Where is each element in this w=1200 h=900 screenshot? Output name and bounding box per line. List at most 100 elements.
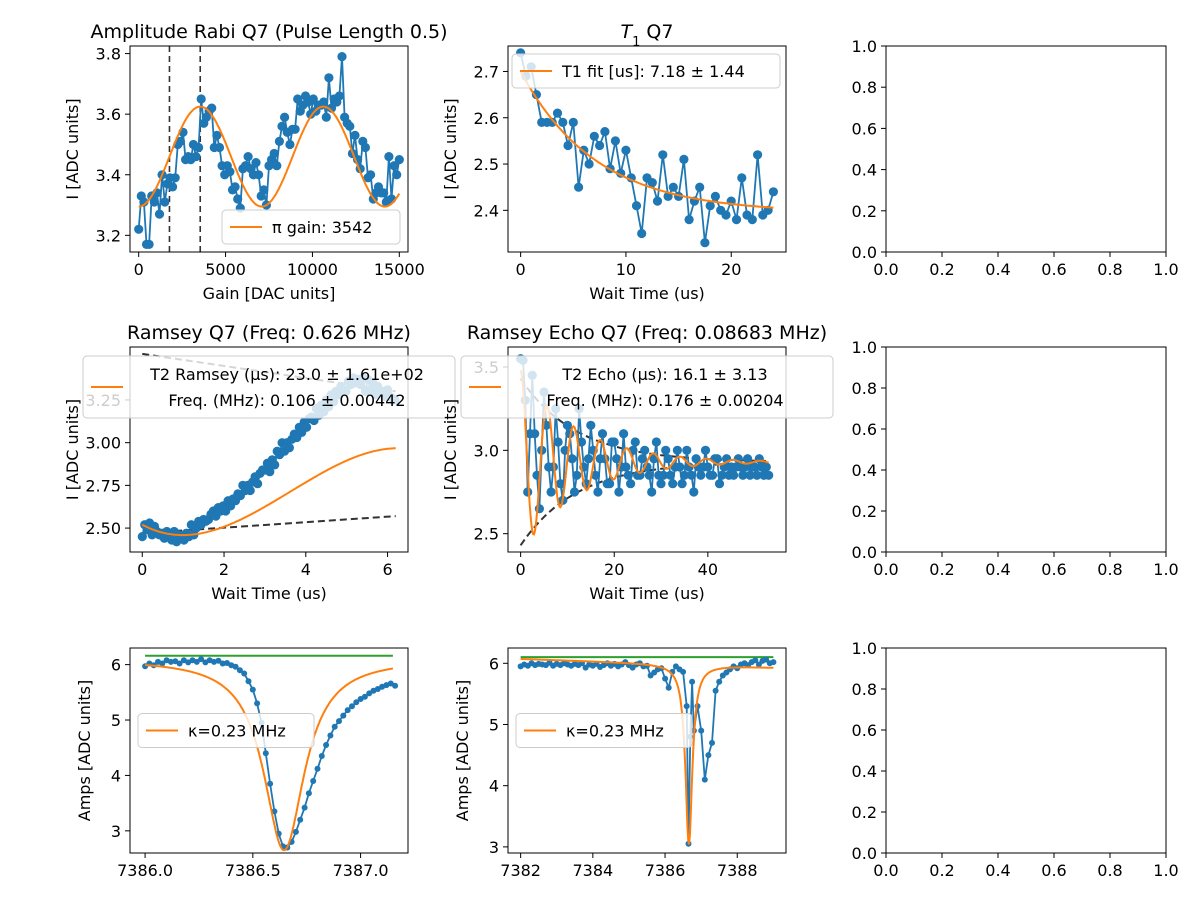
data-point <box>326 103 337 113</box>
data-point <box>215 657 222 664</box>
data-point <box>392 682 399 689</box>
data-point <box>134 224 144 234</box>
subplot-title: Ramsey Q7 (Freq: 0.626 MHz) <box>127 322 411 344</box>
data-point <box>269 148 279 159</box>
plot-area <box>516 354 774 546</box>
data-point <box>159 660 166 667</box>
data-series-line <box>520 658 774 844</box>
x-tick-label: 7384 <box>572 861 613 880</box>
data-point <box>254 170 264 180</box>
data-point <box>321 112 331 122</box>
data-point <box>574 182 584 192</box>
y-axis-label: Amps [ADC units] <box>453 680 472 821</box>
x-tick-label: 0.6 <box>1041 560 1066 579</box>
x-tick-label: 7387.0 <box>333 861 389 880</box>
decay-envelope-line <box>142 515 396 535</box>
fit-curve <box>520 657 774 845</box>
y-tick-label: 0.0 <box>852 543 877 562</box>
data-point <box>675 462 685 472</box>
data-point <box>763 656 770 663</box>
data-point <box>707 470 718 480</box>
data-point <box>568 117 578 127</box>
plot-area <box>142 654 399 852</box>
data-point <box>584 159 594 169</box>
data-point <box>567 454 577 464</box>
legend-box <box>82 355 456 419</box>
x-tick-label: 0.6 <box>1041 861 1066 880</box>
x-tick-label: 0.4 <box>985 861 1010 880</box>
y-tick-label: 0.4 <box>852 762 877 781</box>
y-tick-label: 6 <box>111 656 121 675</box>
axes-frame <box>885 346 1167 553</box>
data-point <box>576 437 587 447</box>
data-point <box>340 712 347 719</box>
data-point <box>232 663 239 670</box>
x-tick-label: 0.0 <box>873 260 898 279</box>
data-point <box>716 678 723 685</box>
data-point <box>589 131 599 141</box>
y-tick-label: 0.6 <box>852 119 877 138</box>
data-point <box>747 215 757 225</box>
legend-label: π gain: 3542 <box>272 218 372 237</box>
axes-frame <box>129 647 409 854</box>
data-point <box>553 437 563 447</box>
y-axis-label: I [ADC units] <box>63 98 82 199</box>
legend: T2 Ramsey (μs): 23.0 ± 1.61e+02 Freq. (MH… <box>82 355 456 419</box>
y-tick-label: 6 <box>489 654 499 673</box>
data-point <box>170 173 180 183</box>
data-point <box>214 142 225 153</box>
legend: π gain: 3542 <box>221 209 401 245</box>
legend-label: T1 fit [us]: 7.18 ± 1.44 <box>561 62 745 81</box>
data-point <box>245 485 255 496</box>
data-point <box>597 429 608 439</box>
data-point <box>705 201 715 211</box>
data-point <box>700 445 711 455</box>
data-point <box>691 454 701 464</box>
y-axis-label: I [ADC units] <box>63 399 82 500</box>
data-point <box>196 94 206 104</box>
data-point <box>609 437 619 447</box>
y-tick-label: 0.4 <box>852 161 877 180</box>
data-point <box>695 182 705 192</box>
data-point <box>662 675 669 682</box>
data-point <box>740 462 750 472</box>
data-point <box>290 124 300 134</box>
axes-frame <box>507 647 787 854</box>
x-tick-label: 0.6 <box>1041 260 1066 279</box>
data-point <box>308 94 318 104</box>
x-tick-label: 1.0 <box>1153 861 1178 880</box>
data-point <box>530 429 540 439</box>
y-tick-label: 2.50 <box>85 519 121 538</box>
y-tick-label: 3.0 <box>474 441 499 460</box>
y-tick-label: 2.75 <box>85 476 121 495</box>
legend-label: T2 Echo (μs): 16.1 ± 3.13 <box>561 365 767 384</box>
plot-area <box>517 656 777 847</box>
data-point <box>684 462 694 472</box>
subplot-resonator-1: 7386.0 7386.5 7387.0 3 4 5 6 Amps [ADC units] κ=… <box>75 647 409 880</box>
data-point <box>745 470 755 480</box>
data-point <box>621 462 631 472</box>
data-point <box>637 228 647 239</box>
x-tick-label: 0.2 <box>929 861 954 880</box>
x-axis-label: Wait Time (us) <box>211 584 327 603</box>
data-point <box>737 173 747 183</box>
data-point <box>360 142 370 153</box>
y-tick-label: 2.4 <box>474 201 499 220</box>
axes-frame <box>885 647 1167 854</box>
x-tick-label: 0 <box>137 560 147 579</box>
subplot-empty-top: 0.0 0.2 0.4 0.6 0.8 1.0 0.0 0.2 0.4 0.6 0.8 1.0 <box>852 37 1179 279</box>
data-point <box>194 142 204 153</box>
data-point <box>366 690 373 697</box>
x-tick-label: 0.2 <box>929 560 954 579</box>
data-point <box>305 790 312 797</box>
y-tick-label: 0.2 <box>852 803 877 822</box>
data-point <box>154 209 165 219</box>
data-point <box>251 158 261 168</box>
data-point <box>175 136 185 146</box>
y-tick-label: 0.0 <box>852 844 877 863</box>
data-point <box>324 73 334 83</box>
data-point <box>149 197 159 207</box>
data-point <box>334 91 344 101</box>
data-point <box>331 723 338 730</box>
